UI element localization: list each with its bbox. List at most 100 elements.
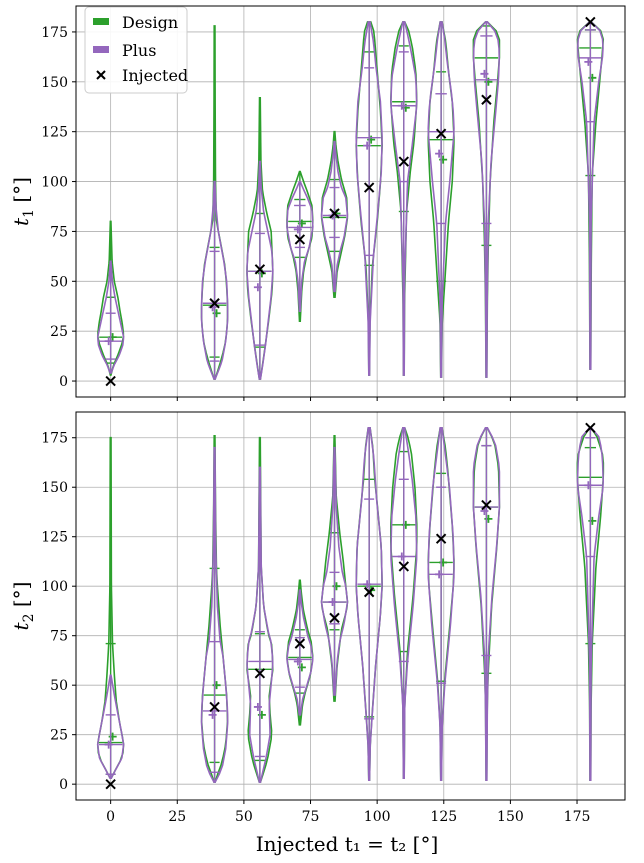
x-axis-label: Injected t₁ = t₂ [°]: [256, 832, 439, 856]
violin-plus: [320, 140, 349, 293]
mean-marker-design: [588, 516, 597, 525]
x-tick-label: 25: [168, 809, 186, 825]
legend-label-plus: Plus: [122, 41, 156, 60]
legend-swatch-plus: [93, 46, 109, 53]
mean-marker-design: [257, 710, 266, 719]
violin-plus: [427, 427, 455, 781]
y-tick-label: 25: [50, 324, 68, 340]
y-tick-label: 75: [50, 629, 68, 645]
violin-plus: [355, 427, 383, 781]
violin-plus: [246, 160, 274, 380]
mean-marker-design: [367, 135, 376, 144]
y-tick-label: 75: [50, 224, 68, 240]
y-tick-label: 0: [59, 374, 68, 390]
mean-marker-plus: [584, 481, 593, 490]
mean-marker-design: [332, 582, 341, 591]
mean-marker-design: [108, 333, 117, 342]
injected-marker: [329, 208, 340, 219]
mean-marker-design: [297, 663, 306, 672]
y-tick-label: 25: [50, 728, 68, 744]
y-tick-label: 100: [41, 579, 68, 595]
y-axis-label: t1 [°]: [9, 177, 37, 226]
mean-marker-plus: [208, 710, 217, 719]
x-tick-label: 100: [364, 809, 391, 825]
mean-marker-plus: [435, 149, 444, 158]
legend: Design Plus Injected: [84, 6, 188, 94]
mean-marker-design: [439, 155, 448, 164]
violin-plus: [320, 446, 349, 696]
injected-marker: [435, 533, 447, 544]
top-panel: 0 25 50 75 100 125 150 175 t1 [°]: [9, 5, 626, 401]
mean-marker-plus: [293, 225, 302, 234]
legend-swatch-design: [93, 18, 109, 25]
y-tick-label: 0: [59, 777, 68, 793]
injected-marker: [105, 778, 116, 790]
violin-plus: [286, 589, 314, 716]
violin-plus: [427, 21, 455, 378]
legend-label-design: Design: [122, 13, 178, 32]
violin-design: [96, 436, 125, 780]
y-tick-label: 150: [41, 75, 68, 91]
axes-frame: [75, 411, 626, 801]
y-tick-label: 125: [41, 125, 68, 141]
injected-marker: [398, 561, 410, 572]
injected-marker: [294, 638, 306, 649]
mean-marker-design: [212, 309, 221, 318]
injected-marker: [209, 298, 220, 309]
mean-marker-design: [401, 520, 410, 529]
mean-marker-plus: [104, 337, 113, 346]
mean-marker-plus: [363, 141, 372, 150]
injected-marker: [481, 94, 492, 105]
y-tick-label: 125: [41, 530, 68, 546]
injected-marker: [363, 586, 375, 598]
x-tick-label: 125: [430, 809, 457, 825]
violin-plus: [390, 427, 418, 780]
mean-marker-design: [212, 681, 221, 690]
violin-plus: [472, 21, 501, 378]
y-tick-label: 100: [41, 175, 68, 191]
mean-marker-plus: [328, 598, 337, 607]
mean-marker-design: [484, 514, 493, 523]
axes-frame: [75, 5, 626, 398]
mean-marker-design: [439, 558, 448, 567]
x-tick-label: 50: [235, 809, 253, 825]
injected-marker: [209, 701, 220, 713]
y-tick-label: 150: [41, 480, 68, 496]
injected-marker: [254, 264, 266, 275]
mean-marker-plus: [435, 570, 444, 579]
mean-marker-plus: [584, 57, 593, 66]
injected-marker: [294, 234, 306, 245]
injected-marker: [481, 499, 492, 511]
mean-marker-design: [297, 219, 306, 228]
legend-frame: [84, 6, 188, 94]
violin-plus: [200, 180, 229, 380]
y-axis-label: t2 [°]: [9, 582, 37, 631]
mean-marker-plus: [397, 101, 406, 110]
bottom-panel: 0 25 50 75 100 125 150 175 0 25 50 75 100 125 150 175 t2…: [9, 411, 626, 825]
mean-marker-plus: [293, 657, 302, 666]
injected-marker: [105, 375, 116, 387]
mean-marker-plus: [104, 740, 113, 749]
mean-marker-design: [588, 73, 597, 82]
mean-marker-plus: [253, 283, 262, 292]
violin-plus: [472, 427, 501, 781]
legend-marker-injected: [96, 70, 106, 80]
y-tick-label: 50: [50, 274, 68, 290]
violin-plus: [390, 21, 418, 376]
injected-marker: [363, 182, 375, 193]
injected-marker: [329, 612, 340, 624]
y-tick-label: 175: [41, 25, 68, 41]
y-tick-label: 175: [41, 431, 68, 447]
y-tick-label: 50: [50, 678, 68, 694]
violin-plus: [286, 180, 314, 313]
injected-marker: [398, 156, 410, 167]
x-tick-label: 150: [497, 809, 524, 825]
legend-label-injected: Injected: [122, 66, 188, 85]
injected-marker: [585, 422, 596, 434]
injected-marker: [254, 668, 266, 679]
injected-marker: [435, 128, 447, 139]
violin-plus: [355, 21, 383, 376]
mean-marker-plus: [253, 702, 262, 711]
mean-marker-plus: [480, 69, 489, 78]
